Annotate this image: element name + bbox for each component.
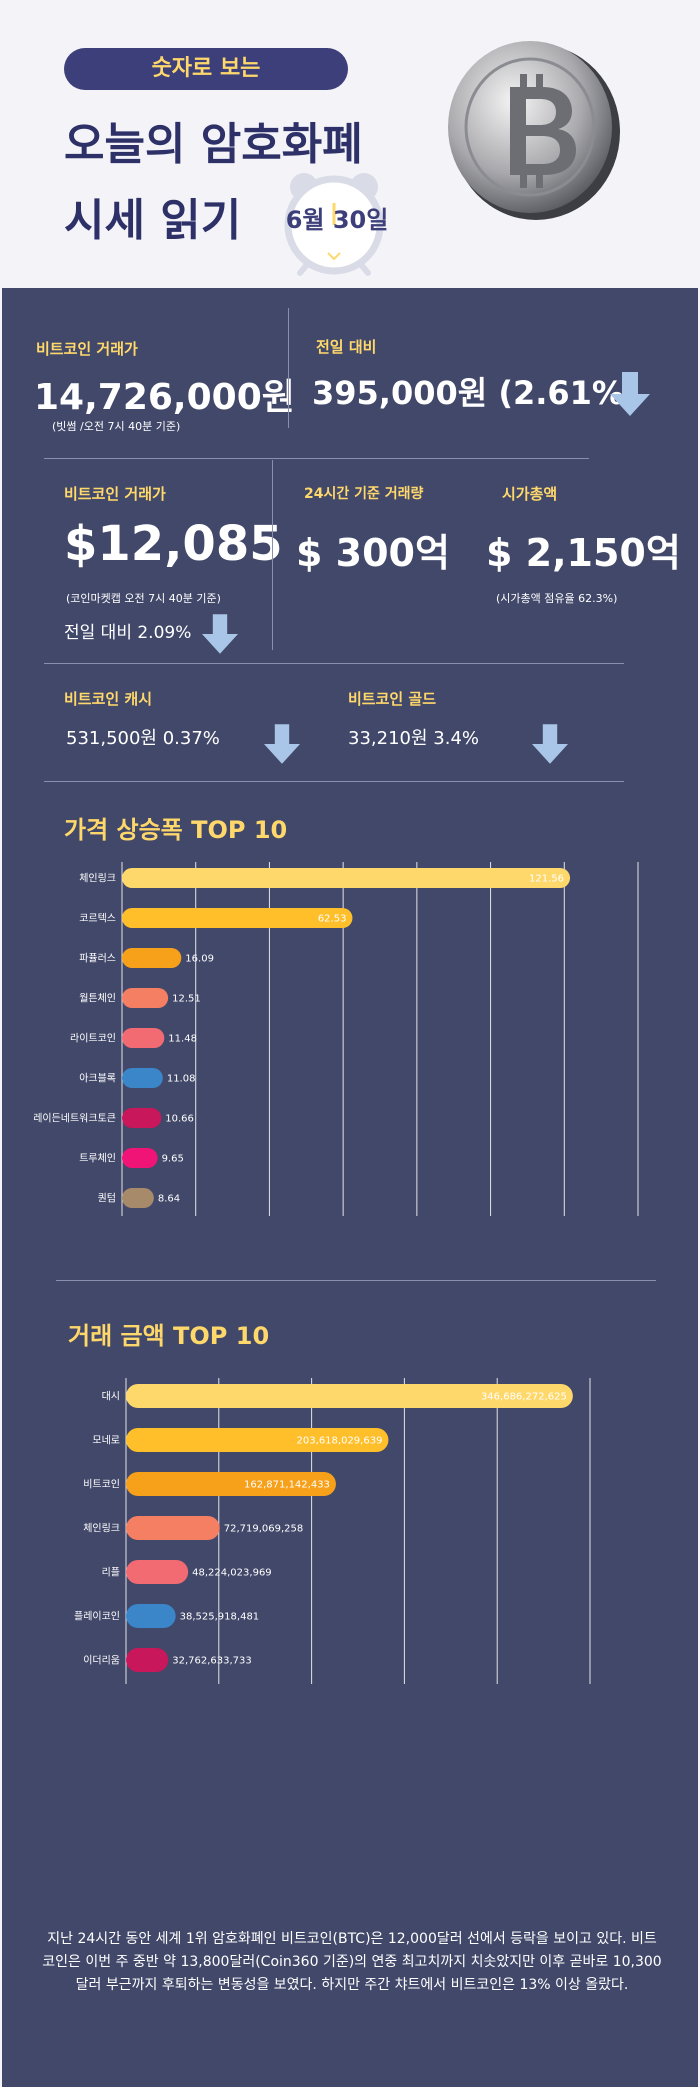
btg-label: 비트코인 골드: [348, 690, 437, 708]
btc-usd-value: $12,085: [64, 516, 283, 572]
value-label: 32,762,633,733: [172, 1656, 252, 1667]
divider-v1: [288, 308, 289, 428]
category-label: 파퓰러스: [79, 953, 116, 965]
title-line-1: 오늘의 암호화폐: [64, 119, 363, 170]
category-label: 이더리움: [83, 1655, 120, 1667]
category-label: 체인링크: [83, 1523, 120, 1535]
value-label: 11.08: [167, 1074, 196, 1085]
value-label: 346,686,272,625: [481, 1392, 567, 1403]
value-label: 203,618,029,639: [297, 1436, 383, 1447]
bitcoin-coin-icon: [448, 41, 620, 220]
value-label: 11.48: [168, 1034, 197, 1045]
btg-value: 33,210원 3.4%: [348, 728, 479, 749]
value-label: 48,224,023,969: [192, 1568, 272, 1579]
btc-usd-label: 비트코인 거래가: [64, 485, 166, 503]
marketcap-note: (시가총액 점유율 62.3%): [496, 592, 618, 605]
prev-day-value: 395,000원 (2.61%): [312, 374, 639, 412]
summary-paragraph: 지난 24시간 동안 세계 1위 암호화폐인 비트코인(BTC)은 12,000…: [42, 1931, 662, 1993]
bar: [122, 988, 169, 1008]
category-label: 리플: [102, 1567, 120, 1579]
divider-h2: [44, 663, 624, 664]
btc-krw-value: 14,726,000원: [34, 377, 295, 418]
down-arrow-icon: [532, 724, 568, 764]
btc-usd-change: 전일 대비 2.09%: [64, 623, 192, 643]
header: 숫자로 보는 오늘의 암호화폐 시세 읽기 6월 30일: [0, 0, 700, 288]
category-label: 모네로: [92, 1435, 120, 1447]
bar: [126, 1648, 169, 1672]
chart1-title: 가격 상승폭 TOP 10: [64, 816, 288, 844]
value-label: 62.53: [318, 914, 347, 925]
divider-v2: [272, 460, 273, 650]
down-arrow-icon: [202, 614, 238, 654]
divider-h3: [44, 781, 624, 782]
bch-value: 531,500원 0.37%: [66, 728, 220, 749]
category-label: 레이든네트워크토큰: [33, 1112, 116, 1125]
marketcap-value: $ 2,150억: [486, 531, 681, 575]
value-label: 12.51: [172, 994, 201, 1005]
bar: [126, 1516, 220, 1540]
divider-h1: [44, 458, 589, 459]
category-label: 아크블록: [79, 1073, 116, 1085]
bar: [122, 1188, 154, 1208]
trade-amount-chart: 대시 346,686,272,625 모네로 203,618,029,639 비트코인 1…: [74, 1378, 591, 1684]
header-pill: 숫자로 보는: [64, 48, 348, 90]
value-label: 121.56: [529, 874, 564, 885]
bar: [122, 1068, 163, 1088]
bar: [126, 1560, 189, 1584]
bar: [126, 1604, 176, 1628]
bch-label: 비트코인 캐시: [64, 690, 153, 708]
btc-usd-note: (코인마켓캡 오전 7시 40분 기준): [66, 592, 221, 605]
category-label: 코르텍스: [79, 913, 116, 925]
category-label: 퀀텀: [98, 1193, 116, 1205]
title-line-2: 시세 읽기: [64, 195, 242, 246]
bar: [126, 1384, 573, 1408]
volume-label: 24시간 기준 거래량: [304, 486, 424, 502]
bar: [122, 1108, 162, 1128]
category-label: 대시: [102, 1391, 120, 1403]
bar: [122, 868, 571, 888]
value-label: 162,871,142,433: [244, 1480, 330, 1491]
bar: [122, 908, 353, 928]
volume-value: $ 300억: [296, 531, 450, 575]
bar: [122, 1028, 165, 1048]
category-label: 트루체인: [79, 1153, 116, 1165]
value-label: 10.66: [165, 1114, 194, 1125]
bar: [122, 948, 182, 968]
bar: [126, 1428, 389, 1452]
chart2-title: 거래 금액 TOP 10: [68, 1322, 270, 1350]
btc-krw-note: (빗썸 /오전 7시 40분 기준): [52, 420, 181, 433]
marketcap-label: 시가총액: [502, 485, 558, 503]
price-rise-chart: 체인링크 121.56 코르텍스 62.53 파퓰러스 16.09 월튼체인 12.51 라이트…: [33, 862, 639, 1216]
category-label: 플레이코인: [74, 1611, 120, 1623]
bar: [126, 1472, 336, 1496]
alarm-clock-icon: [284, 173, 384, 276]
stats-panel: 비트코인 거래가 14,726,000원 (빗썸 /오전 7시 40분 기준) …: [2, 288, 698, 2087]
down-arrow-icon: [264, 724, 300, 764]
value-label: 16.09: [185, 954, 214, 965]
prev-day-label: 전일 대비: [316, 338, 377, 356]
value-label: 8.64: [158, 1194, 180, 1205]
divider-h4: [56, 1280, 656, 1281]
category-label: 라이트코인: [70, 1033, 116, 1045]
bar: [122, 1148, 158, 1168]
date-label: 6월 30일: [285, 206, 389, 234]
btc-krw-label: 비트코인 거래가: [36, 340, 138, 358]
category-label: 월튼체인: [79, 993, 116, 1005]
value-label: 9.65: [162, 1154, 184, 1165]
category-label: 체인링크: [79, 873, 116, 885]
value-label: 72,719,069,258: [224, 1524, 304, 1535]
down-arrow-icon: [610, 372, 650, 416]
value-label: 38,525,918,481: [180, 1612, 260, 1623]
category-label: 비트코인: [83, 1479, 120, 1491]
